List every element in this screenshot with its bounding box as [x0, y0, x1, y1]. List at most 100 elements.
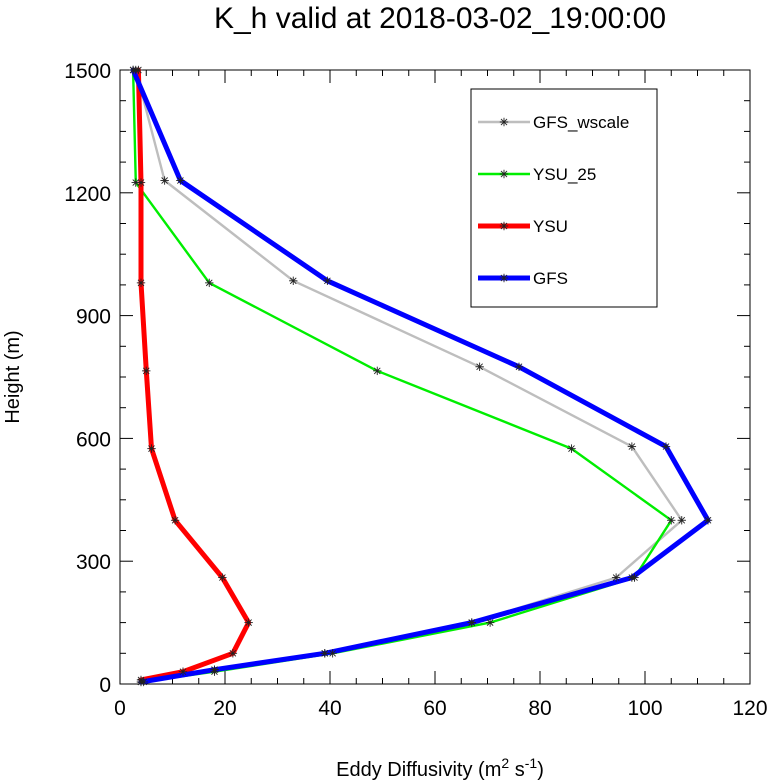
data-point-ysu-25	[373, 366, 382, 376]
marker-stroke	[628, 443, 636, 450]
data-point-gfs	[176, 176, 185, 185]
data-point-ysu	[147, 444, 156, 453]
marker-stroke	[568, 445, 575, 452]
marker-stroke	[245, 619, 252, 626]
series-layer	[128, 65, 713, 687]
marker-stroke	[205, 279, 213, 287]
legend-marker	[499, 273, 509, 283]
x-axis-title: Eddy Diffusivity (m2 s-1)	[336, 755, 544, 781]
marker-stroke	[628, 574, 636, 581]
data-point-gfs	[514, 362, 524, 371]
y-axis-title: Height (m)	[2, 330, 24, 423]
x-tick-label: 60	[423, 697, 446, 720]
y-tick-label: 900	[76, 306, 111, 329]
marker-stroke	[612, 574, 620, 581]
data-point-gfs-wscale	[475, 362, 484, 371]
x-tick-label: 40	[318, 697, 341, 720]
y-tick-label: 600	[76, 428, 111, 451]
marker-stroke	[171, 516, 179, 524]
marker-stroke	[137, 678, 145, 686]
marker-stroke	[500, 274, 508, 282]
x-tick-label: 20	[213, 697, 236, 720]
x-tick-label: 100	[627, 697, 662, 720]
marker-stroke	[486, 619, 494, 626]
x-tick-label: 120	[732, 697, 767, 720]
data-point-ysu-25	[328, 649, 337, 658]
data-point-ysu-25	[485, 618, 495, 627]
marker-stroke	[289, 277, 297, 285]
data-point-gfs-wscale	[289, 276, 298, 286]
data-point-ysu	[244, 618, 253, 627]
marker-stroke	[132, 179, 140, 186]
marker-stroke	[324, 277, 331, 285]
marker-stroke	[161, 177, 168, 184]
marker-stroke	[662, 443, 670, 450]
data-point-ysu	[178, 667, 188, 676]
legend-label: GFS_wscale	[533, 113, 629, 132]
data-point-ysu-25	[667, 516, 676, 525]
marker-stroke	[704, 516, 712, 524]
marker-stroke	[229, 649, 237, 657]
data-point-ysu	[136, 178, 146, 187]
legend-label: YSU_25	[533, 165, 596, 184]
data-point-gfs	[661, 442, 671, 451]
legend-box	[470, 88, 658, 308]
marker-stroke	[211, 666, 218, 674]
marker-stroke	[515, 363, 523, 371]
marker-stroke	[500, 118, 508, 126]
legend-marker	[499, 169, 509, 179]
data-point-gfs-wscale	[160, 176, 169, 185]
marker-stroke	[129, 66, 137, 74]
data-point-gfs	[210, 665, 219, 674]
legend-marker	[499, 221, 509, 231]
legend-label: GFS	[533, 269, 568, 288]
legend-marker	[499, 117, 509, 127]
marker-stroke	[373, 367, 381, 375]
x-axis-title-main: Eddy Diffusivity (m	[336, 759, 501, 781]
y-tick-label: 300	[76, 551, 111, 574]
x-tick-label: 80	[528, 697, 551, 720]
data-point-gfs	[323, 276, 332, 286]
data-point-gfs	[320, 649, 329, 658]
data-point-gfs	[627, 573, 637, 582]
data-point-ysu	[142, 366, 151, 376]
marker-stroke	[142, 367, 150, 375]
marker-stroke	[500, 222, 508, 230]
marker-stroke	[500, 170, 508, 178]
y-tick-label: 1200	[64, 183, 111, 206]
data-point-ysu-25	[567, 444, 576, 453]
x-axis-title-end: )	[537, 759, 544, 781]
data-point-gfs	[467, 618, 476, 627]
data-point-ysu	[228, 649, 238, 658]
marker-stroke	[468, 619, 476, 626]
marker-stroke	[678, 516, 686, 524]
data-point-gfs-wscale	[627, 442, 637, 451]
data-point-gfs	[128, 65, 138, 75]
data-point-ysu	[136, 278, 146, 288]
data-point-ysu-25	[205, 278, 214, 288]
marker-stroke	[476, 363, 483, 371]
legend: GFS_wscale YSU_25 YSU GFS	[470, 88, 658, 308]
marker-stroke	[329, 649, 336, 657]
marker-stroke	[137, 279, 145, 287]
x-axis-title-mid: s	[509, 759, 525, 781]
y-tick-label: 0	[99, 674, 111, 697]
data-point-gfs-wscale	[611, 573, 621, 582]
marker-stroke	[321, 649, 329, 657]
marker-stroke	[148, 445, 155, 452]
data-point-gfs	[703, 516, 713, 525]
data-point-ysu	[170, 516, 180, 525]
y-tick-label: 1500	[64, 60, 111, 83]
marker-stroke	[177, 177, 184, 184]
series-line-ysu	[135, 67, 252, 683]
legend-label: YSU	[533, 217, 568, 236]
chart-title: K_h valid at 2018-03-02_19:00:00	[214, 2, 666, 35]
data-point-gfs	[136, 677, 146, 687]
marker-stroke	[137, 179, 145, 186]
data-point-ysu	[218, 573, 227, 582]
x-tick-label: 0	[114, 697, 126, 720]
x-axis-title-sup2: -1	[525, 755, 538, 771]
marker-stroke	[219, 574, 226, 581]
